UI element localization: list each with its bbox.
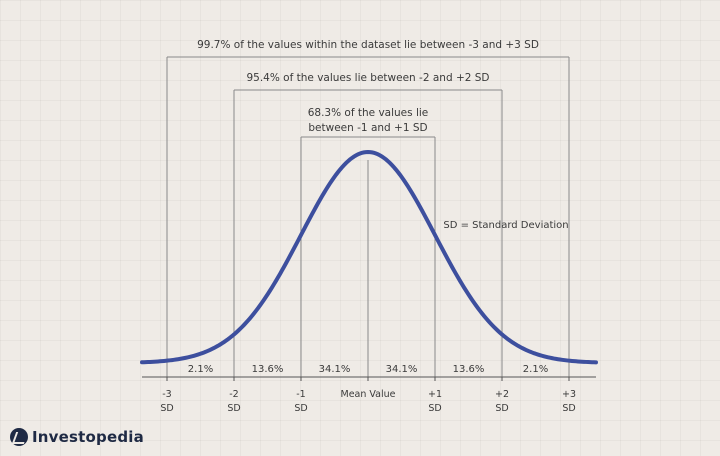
segment-label: 34.1% xyxy=(386,364,418,375)
brand-name: Investopedia xyxy=(32,428,144,446)
bell-curve xyxy=(140,149,598,365)
range-label-3: between -1 and +1 SD xyxy=(308,122,427,134)
tick-label: -2 xyxy=(229,389,238,400)
tick-label: +2 xyxy=(495,389,509,400)
segment-label: 34.1% xyxy=(319,364,351,375)
tick-label: -3 xyxy=(162,389,171,400)
tick-label: Mean Value xyxy=(341,389,396,400)
investopedia-logo: Investopedia xyxy=(10,426,144,448)
tick-label: +1 xyxy=(428,389,442,400)
legend-note: SD = Standard Deviation xyxy=(443,220,568,231)
tick-label: SD xyxy=(160,403,173,414)
segment-label: 2.1% xyxy=(523,364,548,375)
segment-label: 2.1% xyxy=(188,364,213,375)
range-label-2: 95.4% of the values lie between -2 and +… xyxy=(246,72,489,84)
tick-label: SD xyxy=(428,403,441,414)
range-label-3: 68.3% of the values lie xyxy=(308,107,429,119)
investopedia-logo-icon xyxy=(10,428,28,446)
range-label-1: 99.7% of the values within the dataset l… xyxy=(197,39,539,51)
tick-label: -1 xyxy=(296,389,305,400)
tick-label: SD xyxy=(227,403,240,414)
segment-label: 13.6% xyxy=(252,364,284,375)
tick-label: SD xyxy=(294,403,307,414)
tick-label: SD xyxy=(562,403,575,414)
tick-label: SD xyxy=(495,403,508,414)
tick-label: +3 xyxy=(562,389,576,400)
segment-label: 13.6% xyxy=(453,364,485,375)
